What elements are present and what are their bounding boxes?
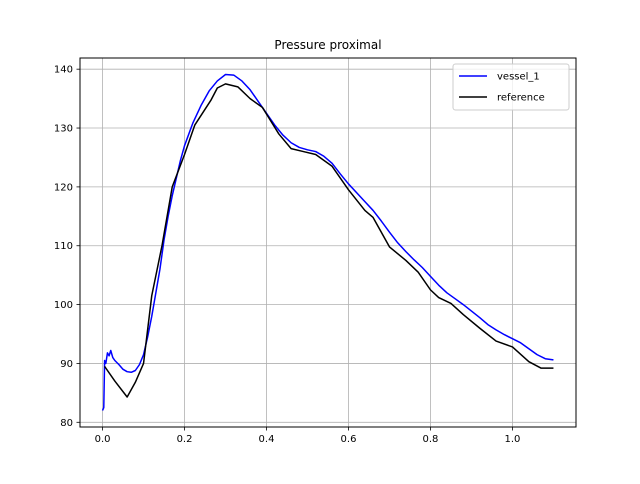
y-axis: 80 90 100 110 120 130 140	[54, 65, 80, 429]
x-tick-label: 0.8	[423, 434, 439, 445]
legend-label: reference	[497, 93, 545, 104]
y-tick-label: 140	[54, 65, 73, 76]
grid	[80, 58, 576, 427]
y-tick-label: 130	[54, 124, 73, 135]
legend-label: vessel_1	[497, 72, 540, 83]
series-line-reference	[103, 83, 554, 398]
x-tick-label: 0.2	[177, 434, 193, 445]
legend: vessel_1 reference	[452, 63, 570, 111]
x-tick-label: 1.0	[505, 434, 521, 445]
x-tick-label: 0.0	[95, 434, 111, 445]
series-layer	[101, 73, 554, 411]
x-axis: 0.0 0.2 0.4 0.6 0.8 1.0	[95, 427, 521, 445]
x-tick-label: 0.6	[341, 434, 357, 445]
y-tick-label: 100	[54, 300, 73, 311]
chart-title: Pressure proximal	[274, 38, 381, 52]
x-tick-label: 0.4	[259, 434, 275, 445]
y-tick-label: 90	[60, 359, 73, 370]
axes-frame	[79, 57, 577, 428]
y-tick-label: 80	[60, 418, 73, 429]
y-tick-label: 120	[54, 182, 73, 193]
y-tick-label: 110	[54, 241, 73, 252]
